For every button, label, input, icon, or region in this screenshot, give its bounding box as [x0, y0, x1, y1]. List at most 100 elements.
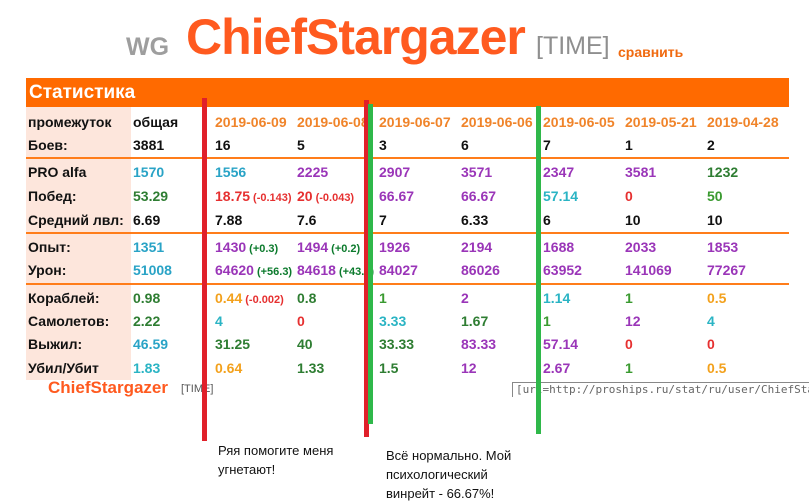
separator	[26, 157, 789, 159]
date-col[interactable]: 2019-04-28	[707, 114, 779, 130]
stat-cell: 3581	[625, 160, 656, 184]
total-value: 46.59	[133, 336, 169, 352]
stat-cell: 0.64	[215, 356, 242, 380]
red-marker-line	[364, 100, 369, 437]
compare-link[interactable]: сравнить	[618, 44, 684, 60]
lower-area	[0, 380, 809, 500]
stat-value: 2225	[297, 164, 329, 180]
stat-value: 1430	[215, 239, 247, 255]
row-label: Боев:	[28, 137, 68, 153]
stat-cell: 2194	[461, 235, 492, 259]
stat-cell: 18.75 (-0.143)	[215, 184, 292, 208]
date-header-row: промежуток общая 2019-06-09 2019-06-08 2…	[0, 110, 809, 134]
stat-value: 0	[625, 188, 633, 204]
clan-tag[interactable]: [TIME]	[536, 32, 610, 60]
stat-cell: 0	[707, 332, 715, 356]
stat-value: 86026	[461, 262, 500, 278]
total-value: 1570	[133, 164, 165, 180]
total-value: 3881	[133, 137, 165, 153]
stat-cell: 66.67	[379, 184, 414, 208]
stat-value: 12	[625, 313, 641, 329]
stat-cell: 1.33	[297, 356, 324, 380]
stat-value: 1232	[707, 164, 739, 180]
stat-cell: 57.14	[543, 184, 578, 208]
date-col[interactable]: 2019-06-06	[461, 114, 533, 130]
stats-row: Убил/Убит 1.83 0.64 1.33 1.5 12 2.67 1 0.5	[0, 356, 809, 380]
player-name[interactable]: ChiefStargazer	[186, 9, 526, 65]
stat-value: 1.5	[379, 360, 399, 376]
stat-delta: (-0.143)	[253, 192, 292, 204]
date-col[interactable]: 2019-06-05	[543, 114, 615, 130]
row-label: Средний лвл:	[28, 212, 124, 228]
stat-cell: 1	[625, 133, 633, 157]
stat-cell: 1926	[379, 235, 410, 259]
stat-value: 0.64	[215, 360, 243, 376]
row-label: PRO alfa	[28, 164, 87, 180]
stat-value: 3571	[461, 164, 493, 180]
stat-value: 2907	[379, 164, 411, 180]
stat-value: 2033	[625, 239, 657, 255]
stat-cell: 84027	[379, 258, 418, 282]
date-col[interactable]: 2019-06-07	[379, 114, 451, 130]
stat-cell: 57.14	[543, 332, 578, 356]
stat-value: 1	[379, 290, 387, 306]
stat-value: 7	[543, 137, 551, 153]
stat-cell: 12	[625, 309, 641, 333]
separator	[26, 232, 789, 234]
stat-value: 3	[379, 137, 387, 153]
stat-cell: 64620 (+56.3)	[215, 258, 292, 282]
stat-value: 1556	[215, 164, 247, 180]
stat-value: 4	[215, 313, 223, 329]
bbcode-url-field[interactable]: [url=http://proships.ru/stat/ru/user/Chi…	[512, 382, 809, 397]
stat-cell: 0.8	[297, 286, 316, 310]
date-col[interactable]: 2019-05-21	[625, 114, 697, 130]
date-col[interactable]: 2019-06-08	[297, 114, 369, 130]
row-label: Урон:	[28, 262, 67, 278]
stats-row: Выжил: 46.59 31.25 40 33.33 83.33 57.14 0 0	[0, 332, 809, 356]
stats-row: Кораблей: 0.98 0.44 (-0.002) 0.8 1 2 1.14 1 0.5	[0, 286, 809, 310]
stat-delta: (-0.043)	[315, 192, 355, 204]
stat-value: 0	[297, 313, 305, 329]
stat-value: 1.33	[297, 360, 325, 376]
stat-cell: 1.14	[543, 286, 570, 310]
stat-cell: 1	[625, 356, 633, 380]
stat-cell: 1.67	[461, 309, 488, 333]
note-left: Ряя помогите меня угнетают!	[218, 443, 334, 477]
row-label: Кораблей:	[28, 290, 100, 306]
stat-value: 57.14	[543, 188, 579, 204]
stat-cell: 7.6	[297, 208, 316, 232]
stat-cell: 3571	[461, 160, 492, 184]
stat-value: 84618	[297, 262, 336, 278]
stat-value: 1	[625, 290, 633, 306]
stat-value: 84027	[379, 262, 418, 278]
total-value: 1351	[133, 239, 165, 255]
stat-cell: 0.5	[707, 356, 726, 380]
stat-value: 1.67	[461, 313, 489, 329]
stats-row: Средний лвл: 6.69 7.88 7.6 7 6.33 6 10 10	[0, 208, 809, 232]
stat-cell: 10	[707, 208, 723, 232]
period-label: промежуток	[28, 114, 112, 130]
stat-cell: 77267	[707, 258, 746, 282]
stat-value: 83.33	[461, 336, 497, 352]
stat-cell: 20 (-0.043)	[297, 184, 354, 208]
date-col[interactable]: 2019-06-09	[215, 114, 287, 130]
stat-value: 6	[461, 137, 469, 153]
stat-value: 63952	[543, 262, 582, 278]
stat-value: 0	[707, 336, 715, 352]
stat-cell: 1232	[707, 160, 738, 184]
stat-cell: 0	[625, 184, 633, 208]
footer-player-name: ChiefStargazer	[48, 378, 168, 397]
green-marker-line	[536, 106, 541, 434]
stat-cell: 12	[461, 356, 477, 380]
stat-cell: 84618 (+43.0)	[297, 258, 374, 282]
stat-value: 66.67	[461, 188, 497, 204]
stat-value: 6.33	[461, 212, 489, 228]
stat-value: 1853	[707, 239, 739, 255]
stat-value: 2	[461, 290, 469, 306]
stat-value: 0	[625, 336, 633, 352]
stat-value: 4	[707, 313, 715, 329]
total-value: 51008	[133, 262, 172, 278]
stat-cell: 0	[625, 332, 633, 356]
stat-cell: 6.33	[461, 208, 488, 232]
stat-value: 7.88	[215, 212, 243, 228]
